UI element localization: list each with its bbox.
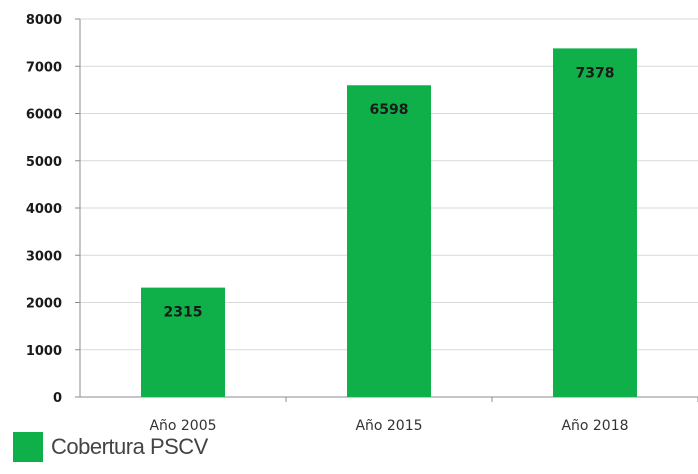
legend-label: Cobertura PSCV bbox=[51, 434, 208, 459]
y-tick-label: 7000 bbox=[26, 60, 62, 75]
data-label: 2315 bbox=[164, 305, 203, 321]
legend-swatch bbox=[13, 432, 43, 462]
data-label: 7378 bbox=[576, 65, 615, 81]
legend: Cobertura PSCV bbox=[13, 432, 208, 462]
y-tick-label: 0 bbox=[53, 391, 62, 406]
x-tick-label: Año 2018 bbox=[561, 418, 628, 434]
bar bbox=[347, 85, 431, 397]
y-tick-label: 3000 bbox=[26, 249, 62, 264]
y-tick-label: 4000 bbox=[26, 202, 62, 217]
y-tick-label: 5000 bbox=[26, 155, 62, 170]
y-tick-label: 2000 bbox=[26, 297, 62, 312]
y-tick-label: 1000 bbox=[26, 344, 62, 359]
x-tick-label: Año 2005 bbox=[149, 418, 216, 434]
data-label: 6598 bbox=[370, 102, 409, 118]
y-tick-label: 6000 bbox=[26, 108, 62, 123]
bar bbox=[141, 287, 225, 397]
x-tick-label: Año 2015 bbox=[355, 418, 422, 434]
y-tick-label: 8000 bbox=[26, 13, 62, 28]
bar bbox=[553, 48, 637, 398]
